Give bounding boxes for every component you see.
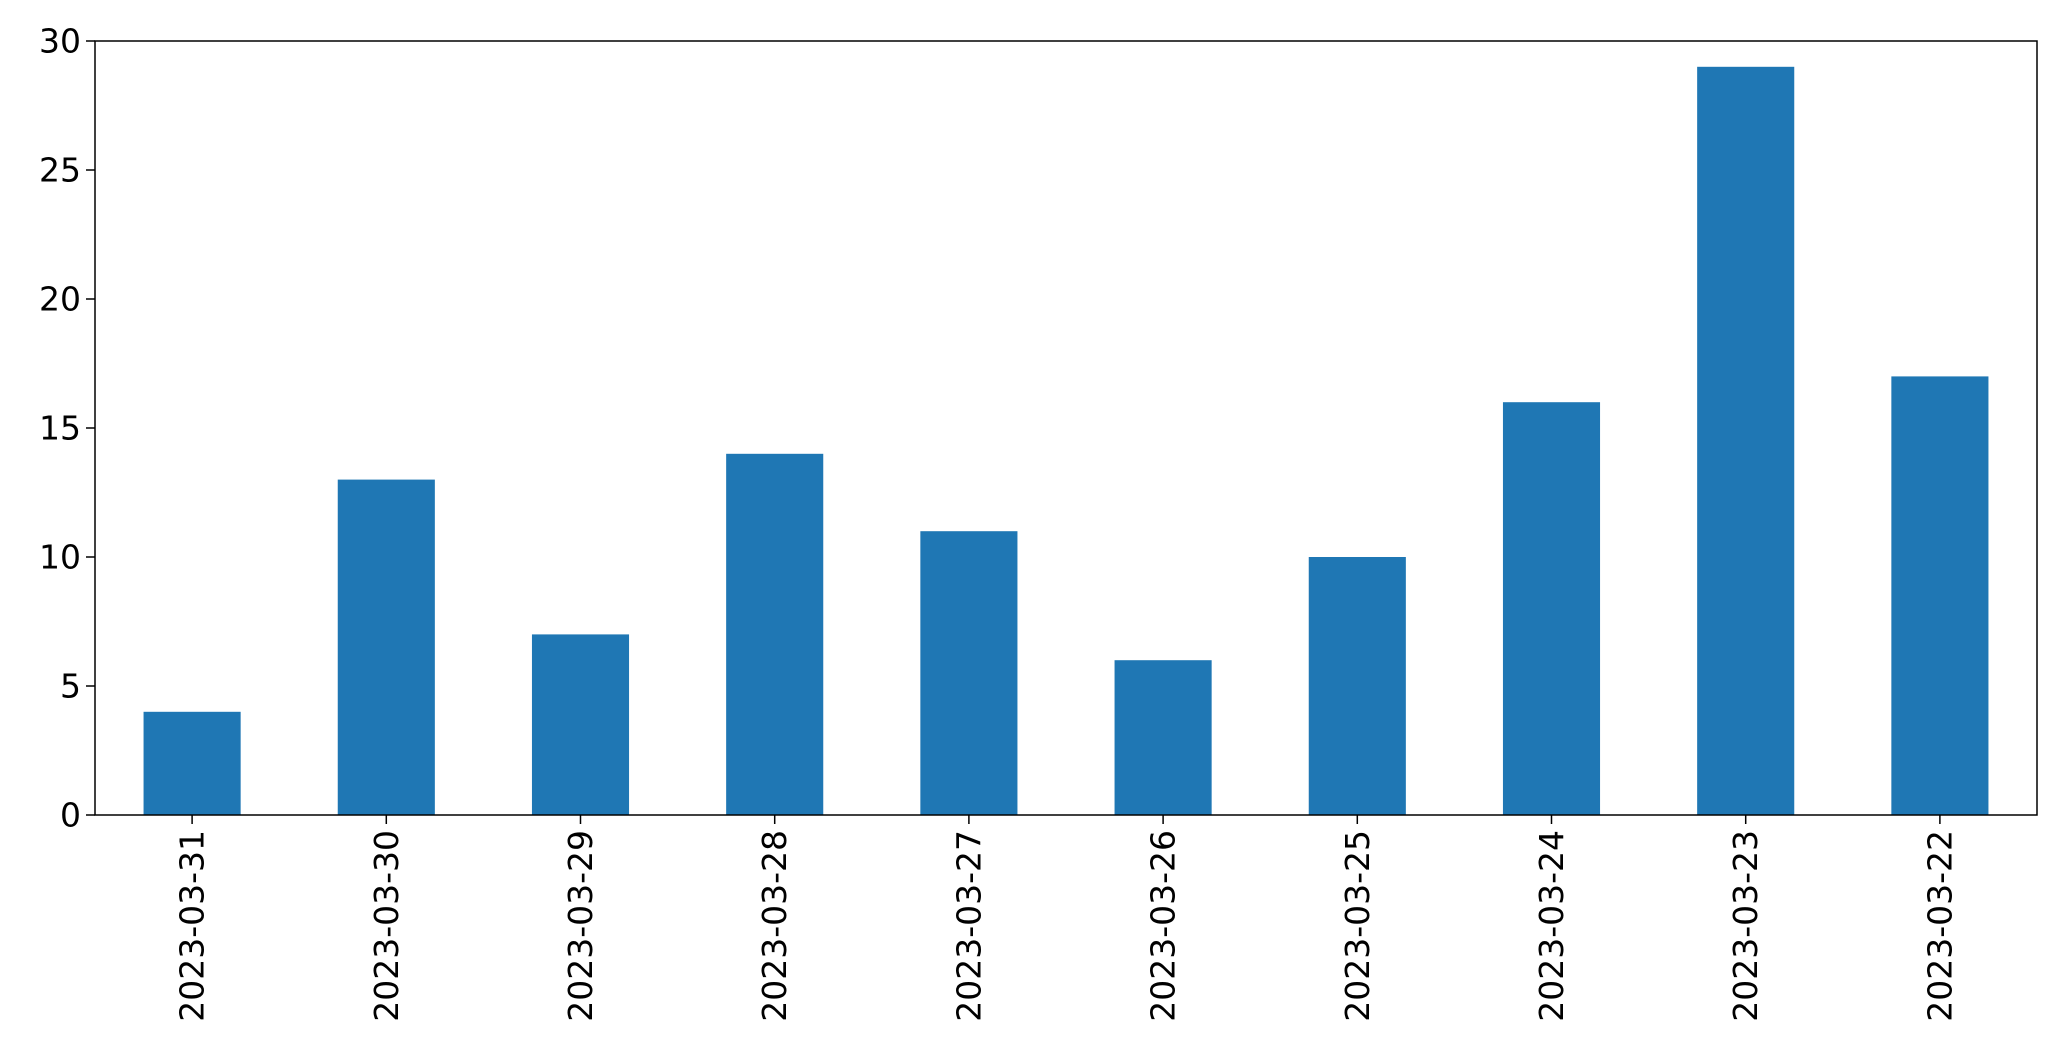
bars-layer (143, 66, 1989, 816)
x-tick-label: 2023-03-23 (1726, 830, 1765, 1022)
bar (337, 479, 435, 815)
y-tick-label: 15 (39, 409, 81, 448)
x-tick-label: 2023-03-22 (1920, 830, 1959, 1022)
y-tick-label: 25 (39, 151, 81, 190)
bar (726, 453, 824, 815)
bar (1697, 66, 1795, 816)
y-axis: 0 5 10 15 20 25 30 (39, 22, 95, 835)
x-axis: 2023-03-31 2023-03-30 2023-03-29 2023-03-28… (173, 815, 1959, 1022)
bar (1502, 402, 1601, 815)
x-tick-label: 2023-03-28 (755, 830, 794, 1022)
bar (920, 531, 1018, 815)
x-tick-label: 2023-03-25 (1338, 830, 1377, 1022)
bar (1114, 660, 1212, 815)
x-tick-label: 2023-03-26 (1144, 830, 1183, 1022)
y-tick-label: 10 (39, 538, 81, 577)
bar (1891, 376, 1989, 815)
bar (1308, 557, 1406, 815)
y-tick-label: 20 (39, 280, 81, 319)
x-tick-label: 2023-03-30 (367, 830, 406, 1022)
plot-frame (94, 40, 2038, 816)
x-tick-label: 2023-03-27 (949, 830, 988, 1022)
x-tick-label: 2023-03-31 (173, 830, 212, 1022)
y-tick-label: 30 (39, 22, 81, 61)
x-tick-label: 2023-03-29 (561, 830, 600, 1022)
y-tick-label: 5 (60, 667, 81, 706)
bar (531, 634, 630, 815)
y-tick-label: 0 (60, 796, 81, 835)
bar (143, 711, 241, 815)
x-tick-label: 2023-03-24 (1532, 830, 1571, 1022)
